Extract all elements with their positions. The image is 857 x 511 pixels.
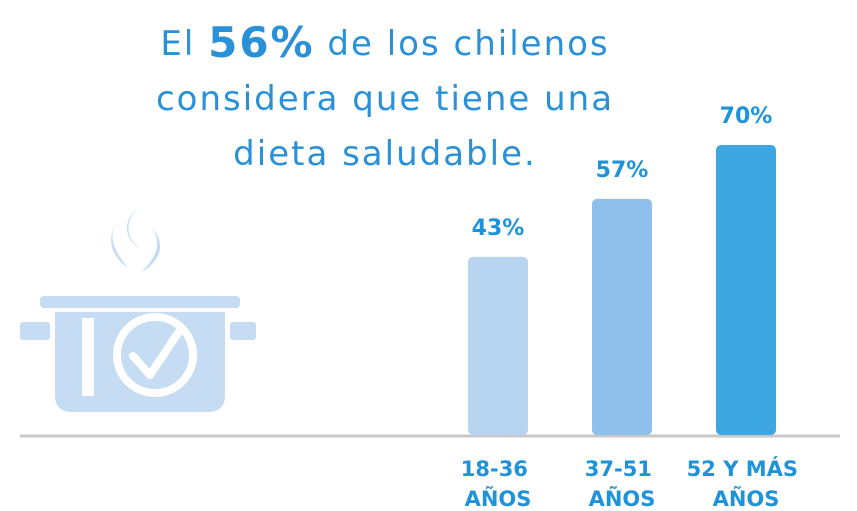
value-label: 57% bbox=[596, 158, 649, 183]
title-segment: dieta saludable. bbox=[233, 134, 537, 174]
value-label: 70% bbox=[720, 104, 773, 129]
title-segment: de los chilenos bbox=[315, 24, 610, 64]
title-segment: 56% bbox=[208, 18, 315, 67]
check-mark bbox=[129, 326, 184, 379]
chart-title-line: dieta saludable. bbox=[233, 134, 537, 174]
label-line: AÑOS bbox=[713, 486, 780, 511]
pot-lid bbox=[40, 296, 240, 308]
bar bbox=[716, 145, 776, 435]
label-line: 37-51 bbox=[585, 457, 659, 481]
pot-handle-left bbox=[20, 322, 50, 340]
pot-icon bbox=[20, 205, 256, 412]
chart-title-line: considera que tiene una bbox=[156, 79, 614, 119]
bar bbox=[468, 256, 528, 435]
label-line: 52 Y MÁS bbox=[687, 456, 806, 481]
chart-title-line: El 56% de los chilenos bbox=[160, 18, 609, 67]
title-segment: considera que tiene una bbox=[156, 79, 614, 119]
pot-handle-right bbox=[230, 322, 256, 340]
x-tick-label: 37-51 AÑOS bbox=[585, 457, 659, 511]
check-circle bbox=[113, 313, 197, 397]
x-tick-label: 52 Y MÁS AÑOS bbox=[687, 456, 806, 511]
steam bbox=[111, 205, 161, 272]
label-line: AÑOS bbox=[589, 486, 656, 511]
value-label: 43% bbox=[472, 216, 525, 241]
pot-stripe bbox=[82, 318, 94, 396]
bar bbox=[592, 198, 652, 435]
title-segment: El bbox=[160, 24, 208, 64]
x-tick-label: 18-36 AÑOS bbox=[461, 457, 535, 511]
label-line: 18-36 bbox=[461, 457, 535, 481]
label-line: AÑOS bbox=[465, 486, 532, 511]
